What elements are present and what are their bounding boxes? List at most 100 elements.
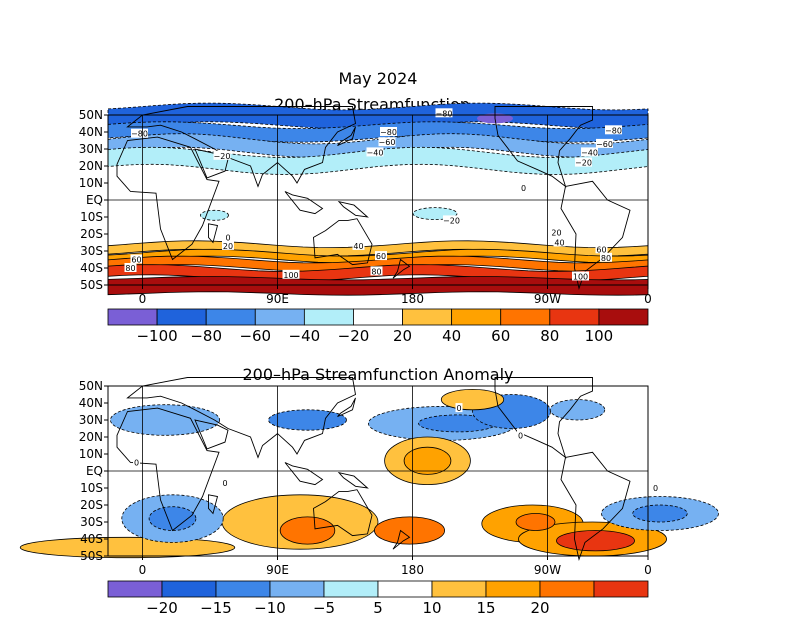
panel2-y-tick-label: 20S — [80, 498, 103, 512]
panel2-colorbar: −20 −15 −10 −5 5 10 15 20 — [107, 580, 649, 617]
panel1-x-tick-label: 90W — [534, 292, 561, 306]
panel2-y-tick-label: 50N — [79, 379, 103, 393]
panel1-y-tick-label: 20S — [80, 227, 103, 241]
streamfunction-band — [107, 276, 649, 296]
panel1-y-tick-label: 20N — [79, 159, 103, 173]
panel1-contour-label-bg — [600, 252, 612, 262]
panel2-contour-label-bg — [455, 403, 463, 413]
panel2-contour-label: 0 — [653, 484, 658, 493]
panel1-colorbar: −100 −80 −60 −40 −20 20 40 60 80 100 — [107, 308, 649, 345]
panel1-colorbar-swatch — [549, 308, 600, 326]
panel1-contour-label-bg — [575, 157, 592, 167]
coastline — [284, 462, 324, 486]
panel1-colorbar-label: −80 — [190, 327, 222, 345]
panel2-colorbar-label: −5 — [313, 599, 335, 617]
coastline — [337, 126, 356, 147]
panel2-x-tick-label: 0 — [644, 563, 652, 577]
panel1-contour-label: −20 — [575, 159, 592, 168]
panel1-contour-label-bg — [222, 240, 234, 250]
panel2-colorbar-label: 20 — [530, 599, 549, 617]
coastline — [116, 136, 220, 261]
panel1-contour-label-bg — [581, 147, 598, 157]
panel1-contour-label-bg — [520, 183, 527, 193]
panel2-y-tick-label: 50S — [80, 549, 103, 563]
panel1-colorbar-swatch — [205, 308, 256, 326]
panel1-contour-label-bg — [213, 150, 231, 160]
panel1-contour-label-bg — [596, 138, 613, 148]
panel1-contour-label-bg — [553, 237, 566, 247]
anomaly-region — [515, 513, 556, 531]
panel2-ticks: 50N 40N 30N 20N 10N EQ 10S 20S 30S 40S 50S 0 90E 180 9… — [79, 379, 652, 577]
coastline — [208, 494, 219, 515]
panel2-colorbar-label: −15 — [200, 599, 232, 617]
panel2-colorbar-swatch — [593, 580, 649, 598]
panel1-contour-label: 40 — [554, 239, 564, 248]
panel2-contour-label: 0 — [134, 459, 139, 468]
panel1-colorbar-swatch — [500, 308, 551, 326]
panel2-colorbar-label: 5 — [373, 599, 383, 617]
panel1-ticks: 50N 40N 30N 20N 10N EQ 10S 20S 30S 40S 50S 0 90E 180 9… — [79, 108, 652, 306]
coastline — [560, 180, 631, 291]
panel1-y-tick-label: 40N — [79, 125, 103, 139]
panel2-colorbar-label: 15 — [476, 599, 495, 617]
coastline — [392, 258, 411, 279]
anomaly-region — [110, 404, 220, 436]
panel1-colorbar-swatch — [156, 308, 207, 326]
anomaly-region — [279, 516, 336, 545]
coastline — [126, 106, 357, 188]
panel1-contour-label: −60 — [379, 138, 396, 147]
panel1-y-tick-label: 30N — [79, 142, 103, 156]
panel2-colorbar-label: 10 — [422, 599, 441, 617]
panel2-colorbar-swatch — [377, 580, 433, 598]
panel1-contour-label: −40 — [581, 148, 598, 157]
panel2-colorbar-swatch — [269, 580, 325, 598]
panel1-contour-label: −20 — [443, 216, 460, 225]
panel2-y-tick-label: 20N — [79, 430, 103, 444]
panel1-contour-label-bg — [370, 266, 383, 276]
panel2-y-tick-label: EQ — [86, 464, 103, 478]
panel1-contour-label-bg — [224, 232, 232, 242]
coastline — [337, 200, 369, 218]
panel1-colorbar-swatch — [451, 308, 502, 326]
panel2-y-tick-label: 10S — [80, 481, 103, 495]
coastline — [313, 489, 373, 537]
panel1-colorbar-label: 80 — [540, 327, 559, 345]
panel2-x-tick-label: 90W — [534, 563, 561, 577]
panel2-y-tick-label: 40S — [80, 532, 103, 546]
panel1-contour-label-bg — [366, 147, 384, 157]
panel2-colorbar-swatch — [539, 580, 595, 598]
panel1-x-tick-label: 180 — [401, 292, 424, 306]
coastline — [560, 451, 631, 562]
anomaly-region — [632, 504, 688, 523]
streamfunction-band — [107, 146, 649, 175]
panel1-colorbar-label: −20 — [338, 327, 370, 345]
anomaly-region — [440, 388, 505, 411]
panel2-x-tick-label: 180 — [401, 563, 424, 577]
panel1-y-tick-label: 50N — [79, 108, 103, 122]
panel1-colorbar-swatch — [254, 308, 305, 326]
panel1-contour-label-bg — [131, 128, 148, 138]
panel1-contour-label: 20 — [223, 242, 233, 251]
panel2-contour-label: 0 — [456, 404, 461, 413]
panel2-x-tick-label: 90E — [266, 563, 289, 577]
coastline — [337, 471, 369, 489]
panel1-y-tick-label: 30S — [80, 244, 103, 258]
panel1-colorbar-label: −40 — [289, 327, 321, 345]
panel1-contour-label: 60 — [596, 245, 606, 254]
anomaly-region — [403, 446, 452, 475]
panel1-colorbar-label: −100 — [136, 327, 177, 345]
panel2-contour-label: 0 — [222, 479, 227, 488]
panel1-colorbar-label: 100 — [585, 327, 614, 345]
coastline — [313, 218, 373, 266]
panel2-colorbar-swatch — [161, 580, 217, 598]
panel2-contour-label-bg — [517, 430, 524, 440]
panel1-y-tick-label: 10S — [80, 210, 103, 224]
anomaly-region — [549, 399, 606, 421]
panel1-contour-label: 40 — [353, 242, 363, 251]
panel1-contour-label-bg — [595, 244, 608, 254]
panel2-colorbar-label: −20 — [146, 599, 178, 617]
panel1-colorbar-swatch — [402, 308, 453, 326]
main-title: May 2024 — [339, 69, 418, 88]
panel1-colorbar-swatch — [598, 308, 649, 326]
